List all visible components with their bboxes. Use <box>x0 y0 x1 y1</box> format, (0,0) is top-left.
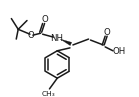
Text: CH₃: CH₃ <box>42 91 55 97</box>
Text: O: O <box>41 15 48 24</box>
Text: O: O <box>104 28 111 37</box>
Polygon shape <box>60 39 72 46</box>
Text: OH: OH <box>112 47 126 56</box>
Text: NH: NH <box>50 34 63 43</box>
Text: O: O <box>28 31 34 40</box>
